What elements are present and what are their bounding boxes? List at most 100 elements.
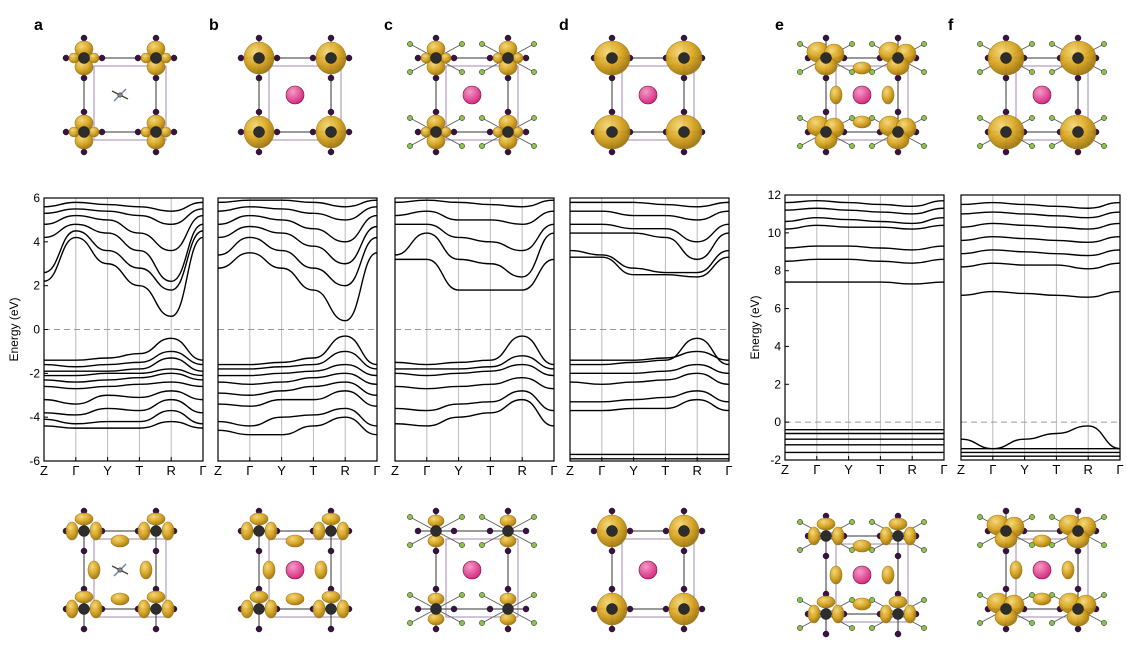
- lattice-frame: [1005, 57, 1079, 133]
- iodide-atom: [608, 507, 616, 515]
- lattice-frame: [611, 57, 685, 133]
- fluorine-atom: [977, 620, 983, 626]
- iodide-atom: [894, 108, 902, 116]
- isosurface-lobe: [420, 52, 432, 64]
- lead-atom: [150, 603, 162, 615]
- fluorine-atom: [479, 143, 485, 149]
- x-tick-label: T: [1052, 462, 1060, 477]
- structure-c-bottom: [407, 507, 537, 633]
- isosurface-lobe: [140, 52, 152, 64]
- iodide-atom: [1074, 625, 1082, 633]
- isosurface-lobe: [285, 592, 305, 606]
- band-line: [218, 416, 377, 436]
- band-line: [570, 223, 729, 243]
- isosurface-lobe: [1032, 592, 1052, 606]
- cation-atom: [852, 85, 872, 105]
- band-line: [218, 335, 377, 366]
- fluorine-atom: [479, 592, 485, 598]
- fluorine-atom: [407, 143, 413, 149]
- iodide-atom: [822, 552, 830, 560]
- lead-atom: [325, 126, 337, 138]
- plot-frame: [394, 197, 555, 462]
- iodide-atom: [309, 54, 317, 62]
- panel-label-f: f: [948, 17, 954, 34]
- x-tick-label: Γ: [989, 462, 996, 477]
- isosurface-lobe: [499, 514, 517, 528]
- isosurface-lobe: [87, 560, 101, 580]
- fluorine-atom: [479, 542, 485, 548]
- iodide-atom: [1074, 585, 1082, 593]
- lead-atom: [1000, 126, 1012, 138]
- band-line: [395, 223, 554, 252]
- y-axis-label: Energy (eV): [7, 297, 21, 361]
- band-line: [961, 211, 1120, 219]
- fluorine-atom: [1029, 143, 1035, 149]
- lattice-frame-back: [1015, 65, 1089, 141]
- lead-atom: [606, 603, 618, 615]
- lattice-frame-back: [268, 65, 342, 141]
- iodide-atom: [1002, 585, 1010, 593]
- lead-atom: [606, 52, 618, 64]
- fluorine-atom: [869, 41, 875, 47]
- fluorine-atom: [921, 519, 927, 525]
- iodide-atom: [1002, 148, 1010, 156]
- band-line: [395, 258, 554, 291]
- iodide-atom: [134, 128, 142, 136]
- bands-b: [218, 199, 377, 436]
- fluorine-atom: [1101, 620, 1107, 626]
- plot-frame: [217, 197, 378, 462]
- fluorine-atom: [531, 514, 537, 520]
- iodide-atom: [662, 527, 670, 535]
- isosurface-lobe: [852, 61, 872, 75]
- x-tick-label: Γ: [940, 462, 947, 477]
- x-tick-label: Γ: [246, 463, 253, 478]
- iodide-atom: [894, 74, 902, 82]
- iodide-atom: [450, 54, 458, 62]
- fluorine-atom: [849, 115, 855, 121]
- iodide-atom: [680, 625, 688, 633]
- band-line: [218, 236, 377, 287]
- isosurface-lobe: [816, 517, 836, 531]
- iodide-atom: [255, 74, 263, 82]
- iodide-atom: [522, 54, 530, 62]
- isosurface-lobe: [852, 597, 872, 611]
- y-tick-label: 4: [774, 339, 781, 353]
- iodide-atom: [152, 34, 160, 42]
- lead-atom: [78, 525, 90, 537]
- fluorine-atom: [849, 547, 855, 553]
- iodide-atom: [486, 128, 494, 136]
- isosurface-lobe: [140, 126, 152, 138]
- iodide-atom: [1074, 507, 1082, 515]
- fluorine-atom: [921, 625, 927, 631]
- fluorine-atom: [459, 143, 465, 149]
- lattice-frame-back: [93, 65, 167, 141]
- isosurface-lobe: [512, 52, 524, 64]
- isosurface-lobe: [816, 595, 836, 609]
- isosurface-lobe: [240, 599, 254, 619]
- x-tick-label: Z: [40, 463, 48, 478]
- iodide-atom: [414, 605, 422, 613]
- fluorine-atom: [531, 542, 537, 548]
- structure-e-top: [797, 34, 927, 156]
- x-tick-label: R: [518, 463, 527, 478]
- iodide-atom: [608, 625, 616, 633]
- fluorine-atom: [977, 542, 983, 548]
- fluorine-atom: [797, 115, 803, 121]
- iodide-atom: [662, 605, 670, 613]
- y-tick-label: -2: [29, 366, 40, 380]
- cation-atom: [852, 565, 872, 585]
- fluorine-atom: [407, 514, 413, 520]
- x-tick-label: Γ: [813, 462, 820, 477]
- isosurface-lobe: [807, 604, 821, 624]
- band-line: [44, 223, 203, 282]
- iodide-atom: [608, 108, 616, 116]
- isosurface-lobe: [139, 560, 153, 580]
- fluorine-atom: [977, 514, 983, 520]
- panel-label-a: a: [34, 17, 43, 34]
- isosurface-lobe: [427, 612, 445, 626]
- iodide-atom: [1074, 148, 1082, 156]
- iodide-atom: [432, 34, 440, 42]
